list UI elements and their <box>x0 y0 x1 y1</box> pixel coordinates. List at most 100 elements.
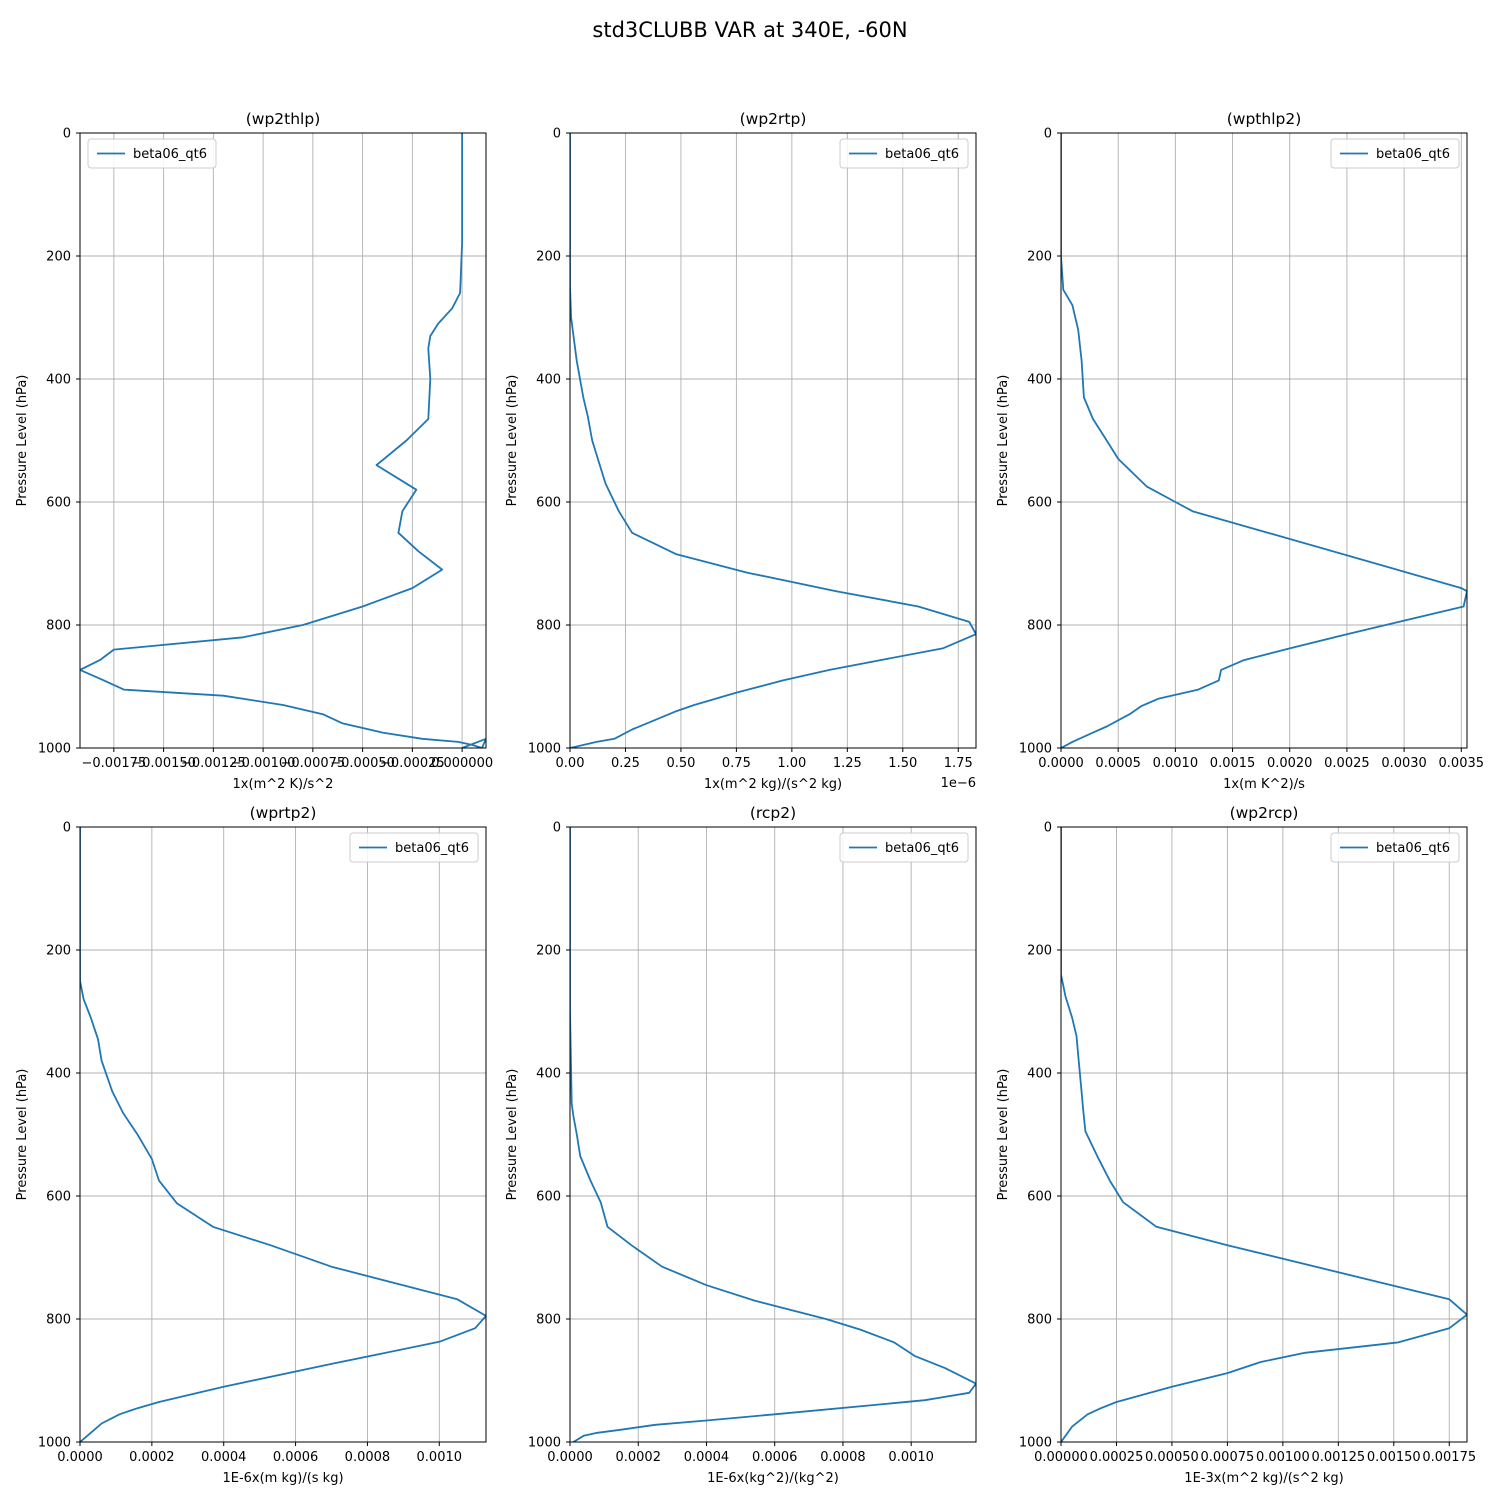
legend: beta06_qt6 <box>349 832 479 863</box>
panel-title: (wprtp2) <box>250 804 317 822</box>
x-tick-label: 0.25 <box>611 756 640 771</box>
legend-label: beta06_qt6 <box>1376 147 1450 162</box>
legend-box <box>1330 832 1460 863</box>
x-tick-label: 0.00050 <box>1145 1450 1199 1465</box>
y-tick-label: 1000 <box>38 742 71 757</box>
x-tick-label: −0.00125 <box>181 756 246 771</box>
x-tick-label: 0.00000 <box>1034 1450 1088 1465</box>
x-tick-label: 0.75 <box>722 756 751 771</box>
y-tick-label: 800 <box>1027 1313 1052 1328</box>
y-tick-label: 1000 <box>1019 742 1052 757</box>
x-tick-label: 0.0006 <box>273 1450 319 1465</box>
x-tick-label: 0.0002 <box>129 1450 175 1465</box>
series-line-beta06_qt6 <box>80 133 486 748</box>
x-axis-label: 1E-6x(m kg)/(s kg) <box>222 1471 343 1486</box>
panel-3: 0.0000 0.0005 0.0010 0.0015 0.0020 0.0025 0.00… <box>996 110 1484 792</box>
y-tick-label: 200 <box>1027 944 1052 959</box>
axes-frame <box>569 132 977 749</box>
axes-frame <box>79 826 487 1443</box>
axes-frame <box>569 826 977 1443</box>
x-tick-label: 0.00100 <box>1256 1450 1310 1465</box>
panel-title: (rcp2) <box>750 804 796 822</box>
y-axis-label: Pressure Level (hPa) <box>505 1069 520 1201</box>
y-tick-label: 800 <box>46 619 71 634</box>
x-tick-label: 0.0008 <box>345 1450 391 1465</box>
y-tick-label: 200 <box>536 250 561 265</box>
y-tick-label: 600 <box>1027 496 1052 511</box>
y-tick-label: 1000 <box>38 1436 71 1451</box>
legend-box <box>1330 138 1460 169</box>
y-tick-label: 1000 <box>1019 1436 1052 1451</box>
y-tick-label: 200 <box>46 944 71 959</box>
x-tick-label: 1.50 <box>888 756 917 771</box>
y-tick-label: 600 <box>46 1190 71 1205</box>
y-axis-label: Pressure Level (hPa) <box>996 1069 1011 1201</box>
series-line-beta06_qt6 <box>1061 827 1467 1442</box>
legend-label: beta06_qt6 <box>395 841 469 856</box>
y-axis-label: Pressure Level (hPa) <box>505 375 520 507</box>
legend-box <box>87 138 217 169</box>
x-axis-label: 1x(m^2 kg)/(s^2 kg) <box>704 777 842 792</box>
x-tick-label: 0.00125 <box>1311 1450 1365 1465</box>
y-tick-label: 400 <box>46 1067 71 1082</box>
x-tick-label: 0.00 <box>556 756 585 771</box>
legend-box <box>839 138 969 169</box>
axes-frame <box>79 132 487 749</box>
y-tick-label: 0 <box>63 127 71 142</box>
legend: beta06_qt6 <box>1330 832 1460 863</box>
legend-label: beta06_qt6 <box>885 841 959 856</box>
x-tick-label: 0.0025 <box>1324 756 1370 771</box>
legend-label: beta06_qt6 <box>133 147 207 162</box>
y-tick-label: 600 <box>536 1190 561 1205</box>
y-axis-label: Pressure Level (hPa) <box>996 375 1011 507</box>
panel-title: (wp2thlp) <box>246 110 321 128</box>
x-tick-label: 1.00 <box>777 756 806 771</box>
y-tick-label: 1000 <box>528 742 561 757</box>
x-tick-label: 0.0010 <box>1153 756 1199 771</box>
panel-5: 0.0000 0.0002 0.0004 0.0006 0.0008 0.0010 0 200… <box>505 804 977 1486</box>
x-axis-label: 1x(m K^2)/s <box>1223 777 1305 792</box>
x-tick-label: −0.00150 <box>131 756 196 771</box>
y-axis-label: Pressure Level (hPa) <box>15 375 30 507</box>
legend: beta06_qt6 <box>839 138 969 169</box>
x-tick-label: −0.00025 <box>380 756 445 771</box>
x-tick-label: 0.0035 <box>1439 756 1485 771</box>
x-tick-label: 0.0006 <box>752 1450 798 1465</box>
y-tick-label: 0 <box>1044 127 1052 142</box>
y-tick-label: 600 <box>1027 1190 1052 1205</box>
x-tick-label: −0.00075 <box>281 756 346 771</box>
x-tick-label: 0.0004 <box>201 1450 247 1465</box>
y-tick-label: 800 <box>536 619 561 634</box>
series-line-beta06_qt6 <box>570 827 976 1442</box>
y-tick-label: 400 <box>536 1067 561 1082</box>
panel-title: (wpthlp2) <box>1227 110 1302 128</box>
x-axis-label: 1x(m^2 K)/s^2 <box>233 777 334 792</box>
legend: beta06_qt6 <box>839 832 969 863</box>
figure-title: std3CLUBB VAR at 340E, -60N <box>592 18 907 42</box>
x-tick-label: −0.00175 <box>82 756 147 771</box>
axes-frame <box>1060 132 1468 749</box>
x-tick-label: 0.00150 <box>1367 1450 1421 1465</box>
x-tick-label: 0.0000 <box>547 1450 593 1465</box>
x-tick-label: 0.0008 <box>820 1450 866 1465</box>
y-axis-label: Pressure Level (hPa) <box>15 1069 30 1201</box>
y-tick-label: 200 <box>1027 250 1052 265</box>
y-tick-label: 600 <box>536 496 561 511</box>
x-tick-label: 0.00025 <box>1090 1450 1144 1465</box>
x-tick-label: 0.0020 <box>1267 756 1313 771</box>
x-offset-text: 1e−6 <box>941 776 976 791</box>
x-tick-label: 0.0000 <box>57 1450 103 1465</box>
y-tick-label: 400 <box>1027 1067 1052 1082</box>
x-tick-label: 0.0010 <box>417 1450 463 1465</box>
x-tick-label: 1.75 <box>944 756 973 771</box>
x-tick-label: −0.00100 <box>231 756 296 771</box>
legend: beta06_qt6 <box>87 138 217 169</box>
y-tick-label: 800 <box>46 1313 71 1328</box>
legend-label: beta06_qt6 <box>885 147 959 162</box>
panel-title: (wp2rcp) <box>1230 804 1299 822</box>
y-tick-label: 200 <box>46 250 71 265</box>
x-tick-label: 0.00175 <box>1422 1450 1476 1465</box>
y-tick-label: 200 <box>536 944 561 959</box>
x-tick-label: 0.0010 <box>888 1450 934 1465</box>
